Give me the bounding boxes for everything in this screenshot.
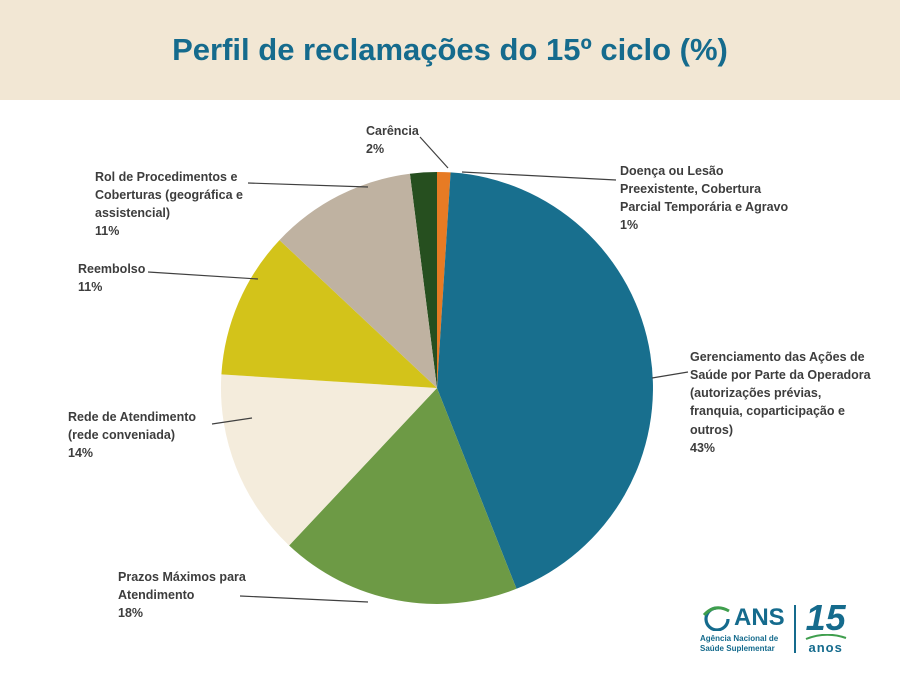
pie-slices — [220, 171, 653, 604]
leader-lines — [147, 136, 689, 603]
header-band: Perfil de reclamações do 15º ciclo (%) — [0, 0, 900, 100]
logo-divider — [793, 605, 796, 653]
slice-callout-rol: Rol de Procedimentos e Coberturas (geogr… — [95, 168, 270, 241]
slice-callout-gerenciamento: Gerenciamento das Ações de Saúde por Par… — [690, 348, 875, 457]
slice-pct: 11% — [78, 280, 103, 295]
pie-slice-4 — [289, 388, 517, 604]
leader-line-doenca — [461, 171, 617, 181]
anniversary-word: anos — [808, 639, 843, 655]
ans-subtitle-line2: Saúde Suplementar — [700, 643, 775, 653]
anniversary-swoosh-icon — [805, 633, 847, 640]
pie-slice-3 — [437, 172, 653, 589]
ans-subtitle: Agência Nacional de Saúde Suplementar — [700, 634, 785, 654]
slice-pct: 1% — [620, 218, 639, 233]
pie-chart: Carência 2% Doença ou Lesão Preexistente… — [0, 100, 900, 675]
pie-slice-7 — [279, 173, 437, 388]
leader-line-prazos — [239, 595, 369, 603]
slice-pct: 43% — [690, 440, 716, 455]
slice-label: Gerenciamento das Ações de Saúde por Par… — [690, 350, 871, 437]
slice-label: Rede de Atendimento (rede conveniada) — [68, 410, 197, 443]
leader-line-reembolso — [147, 271, 259, 280]
leader-line-rede — [211, 417, 253, 425]
ans-logo-left: ANS Agência Nacional de Saúde Suplementa… — [700, 605, 785, 654]
ans-logo: ANS Agência Nacional de Saúde Suplementa… — [700, 596, 880, 662]
slice-label: Rol de Procedimentos e Coberturas (geogr… — [95, 170, 243, 221]
anniversary-number: 15 — [805, 597, 846, 639]
slice-label: Doença ou Lesão Preexistente, Cobertura … — [620, 164, 789, 215]
slice-label: Reembolso — [78, 262, 146, 276]
page-title: Perfil de reclamações do 15º ciclo (%) — [172, 32, 728, 67]
slice-callout-carencia: Carência 2% — [366, 122, 446, 158]
pie-slice-1 — [409, 172, 437, 388]
pie-slice-6 — [221, 240, 437, 388]
leader-line-carencia — [419, 136, 449, 169]
pie-slice-2 — [437, 171, 451, 388]
slice-callout-reembolso: Reembolso 11% — [78, 260, 178, 296]
slice-pct: 2% — [366, 142, 385, 157]
pie-slice-5 — [220, 374, 437, 546]
ans-subtitle-line1: Agência Nacional de — [700, 633, 779, 643]
slice-label: Prazos Máximos para Atendimento — [118, 570, 246, 603]
pie-svg — [147, 136, 689, 604]
leader-line-gerenciamento — [651, 371, 689, 379]
slice-pct: 18% — [118, 606, 144, 621]
anniversary-block: 15 anos — [805, 597, 847, 655]
slice-callout-rede: Rede de Atendimento (rede conveniada) 14… — [68, 408, 223, 462]
slice-label: Carência — [366, 124, 419, 138]
slice-pct: 14% — [68, 446, 94, 461]
ans-swoosh-icon — [702, 605, 730, 631]
slice-pct: 11% — [95, 224, 120, 239]
slice-callout-doenca: Doença ou Lesão Preexistente, Cobertura … — [620, 162, 790, 235]
leader-line-rol — [247, 182, 369, 188]
slice-callout-prazos: Prazos Máximos para Atendimento 18% — [118, 568, 278, 622]
ans-brand-text: ANS — [734, 603, 785, 631]
